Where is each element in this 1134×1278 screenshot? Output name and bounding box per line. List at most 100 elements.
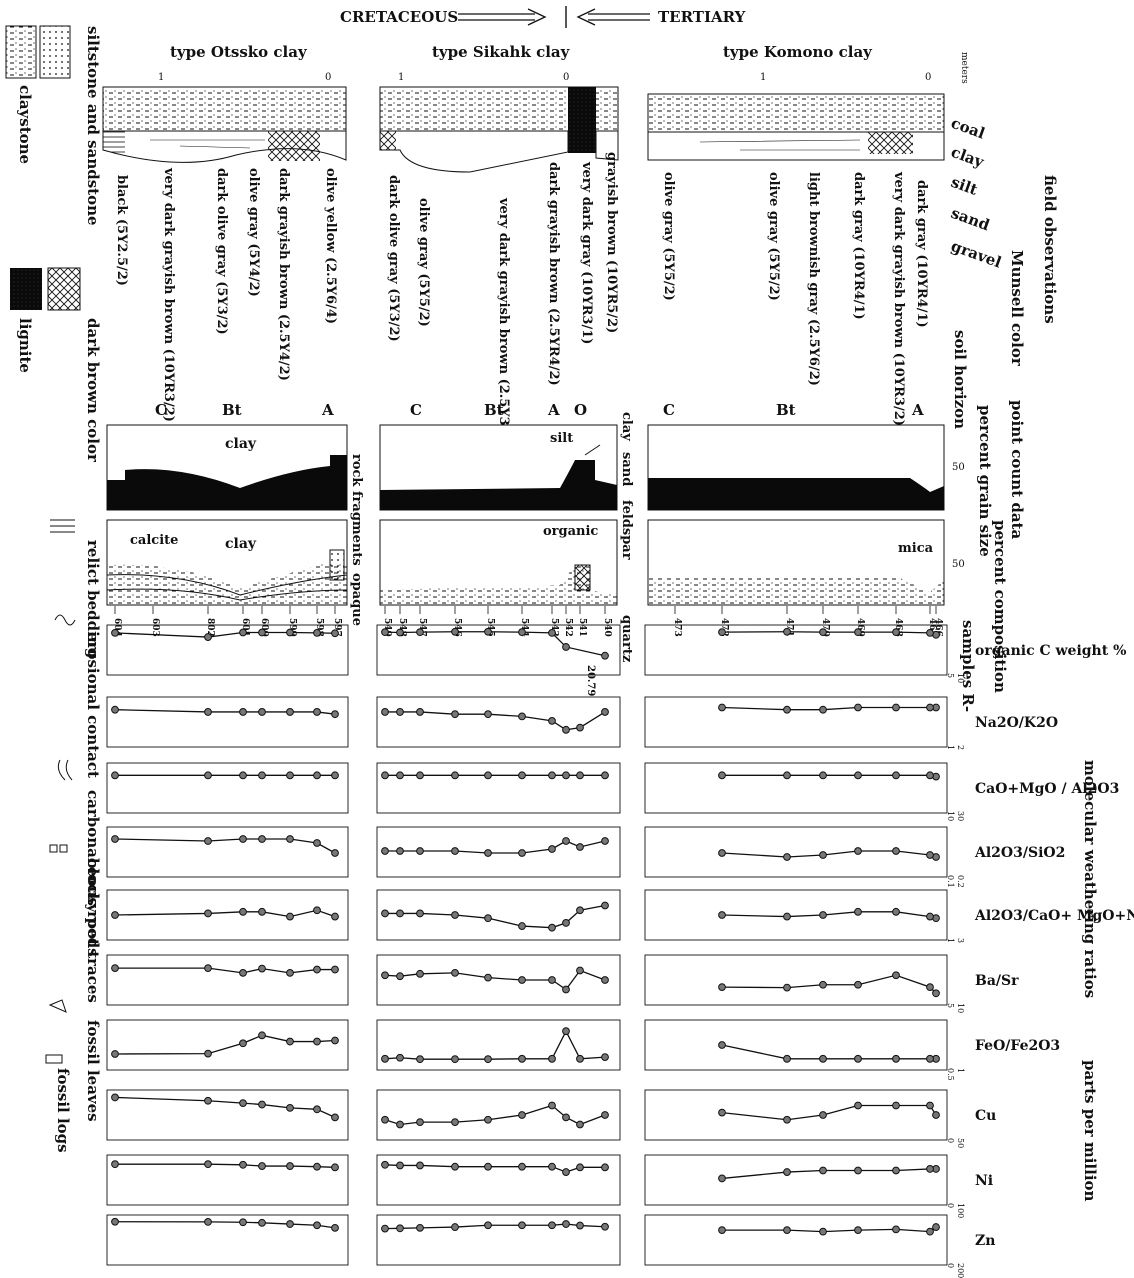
series-point xyxy=(416,847,424,855)
series-point xyxy=(854,907,862,916)
header-percent-comp: percent composition xyxy=(991,520,1009,693)
row-label: Cu xyxy=(975,1108,996,1124)
munsell-komono-1: very dark grayish brown (10YR3/2) xyxy=(891,171,906,426)
series-point xyxy=(854,628,862,637)
series-point xyxy=(892,1166,900,1175)
series-point xyxy=(331,965,339,974)
series-point xyxy=(381,1160,389,1169)
series-point xyxy=(258,1100,266,1109)
horizon-otssko-Bt: Bt xyxy=(222,401,242,419)
plot-frame xyxy=(644,826,948,878)
horizon-komono-Bt: Bt xyxy=(776,401,796,419)
series-point xyxy=(548,1221,556,1230)
series-point xyxy=(932,989,940,998)
header-field-observations: field observations xyxy=(1041,175,1059,324)
series-line xyxy=(115,1163,336,1168)
scale-tick-otssko-1: 1 xyxy=(158,72,164,83)
chart-area: 597 598 599 600 601 802 603 604 540 541 542 543 544 5… xyxy=(106,606,1134,1278)
series-point xyxy=(718,983,726,992)
plot-frame xyxy=(106,1154,349,1206)
era-cretaceous-label: CRETACEOUS xyxy=(340,8,458,26)
munsell-sikahk-5: dark olive gray (5Y3/2) xyxy=(386,175,401,342)
series-point xyxy=(313,906,321,915)
series-point xyxy=(313,1162,321,1171)
series-point xyxy=(518,712,526,721)
series-point xyxy=(313,629,321,637)
row-tick: 50 xyxy=(956,1138,965,1148)
series-point xyxy=(286,1037,294,1046)
series-point xyxy=(548,716,556,725)
munsell-sikahk-2: dark grayish brown (2.5YR4/2) xyxy=(546,162,561,386)
series-point xyxy=(416,1161,424,1170)
series-point xyxy=(331,1223,339,1232)
legend-lignite: lignite xyxy=(16,318,34,373)
series-line xyxy=(721,1168,936,1180)
series-point xyxy=(926,1054,934,1063)
series-point xyxy=(111,1093,119,1102)
legend: siltstone and sandstone claystone dark b… xyxy=(5,25,102,1153)
series-point xyxy=(239,1218,247,1227)
series-line xyxy=(384,1029,606,1060)
munsell-sikahk-3: very dark grayish brown (2.5Y3/2) xyxy=(496,197,511,446)
series-point xyxy=(381,1115,389,1124)
sample-label: 549 xyxy=(382,618,392,637)
horizon-komono-A: A xyxy=(911,401,924,419)
series-point xyxy=(396,909,404,918)
series-point xyxy=(576,1120,584,1129)
plot-frame xyxy=(376,624,621,676)
series-point xyxy=(819,1054,827,1063)
series-point xyxy=(313,708,321,716)
scale-tick-sikahk-0: 0 xyxy=(563,72,569,83)
field-strip-otssko xyxy=(102,86,347,163)
series-point xyxy=(783,983,791,992)
series-point xyxy=(562,1113,570,1122)
era-arrow-left xyxy=(576,8,650,26)
row-tick: 0.5 xyxy=(946,1068,955,1081)
series-point xyxy=(484,1115,492,1124)
comp-label-mica: mica xyxy=(898,541,934,556)
legend-dark-brown: dark brown color xyxy=(84,318,102,463)
row-tick: 0.2 xyxy=(956,875,965,888)
series-point xyxy=(926,771,934,780)
series-point xyxy=(239,968,247,977)
row-tick: 0 xyxy=(946,1138,955,1143)
comp-label-feldspar: feldspar xyxy=(619,500,634,560)
series-point xyxy=(548,771,556,780)
series-point xyxy=(111,629,119,637)
horizon-komono-C: C xyxy=(663,401,675,419)
plot-frame xyxy=(376,826,621,878)
sample-label: 467 xyxy=(927,618,937,637)
series-point xyxy=(396,847,404,855)
field-strip-sikahk xyxy=(379,86,619,173)
grain-panel-komono xyxy=(647,424,945,511)
row-tick: 200 xyxy=(956,1263,965,1278)
series-point xyxy=(718,1174,726,1183)
series-point xyxy=(204,1160,212,1169)
series-point xyxy=(484,1221,492,1230)
series-point xyxy=(451,627,459,636)
series-point xyxy=(258,1162,266,1170)
sample-label: 470 xyxy=(820,618,830,637)
series-point xyxy=(718,1226,726,1235)
series-point xyxy=(258,1031,266,1040)
series-point xyxy=(239,708,247,716)
series-point xyxy=(331,912,339,921)
series-point xyxy=(518,628,526,637)
munsell-komono-0: dark gray (10YR4/1) xyxy=(914,180,929,328)
munsell-sikahk-1: very dark gray (10YR3/1) xyxy=(579,161,594,344)
plot-frame xyxy=(376,1089,621,1141)
series-point xyxy=(932,1223,940,1231)
series-point xyxy=(576,966,584,975)
series-point xyxy=(204,909,212,918)
comp-label-quartz: quartz xyxy=(619,615,634,662)
row-label: CaO+MgO / Al2O3 xyxy=(975,781,1119,797)
horizon-sikahk-C: C xyxy=(410,401,422,419)
series-point xyxy=(313,965,321,974)
series-point xyxy=(416,1118,424,1127)
series-point xyxy=(396,1224,404,1233)
grain-label-sand-sikahk: sand xyxy=(619,452,634,486)
row-tick: 0.1 xyxy=(946,875,955,888)
series-point xyxy=(239,1160,247,1169)
series-point xyxy=(396,972,404,981)
plot-frame xyxy=(376,1154,621,1206)
